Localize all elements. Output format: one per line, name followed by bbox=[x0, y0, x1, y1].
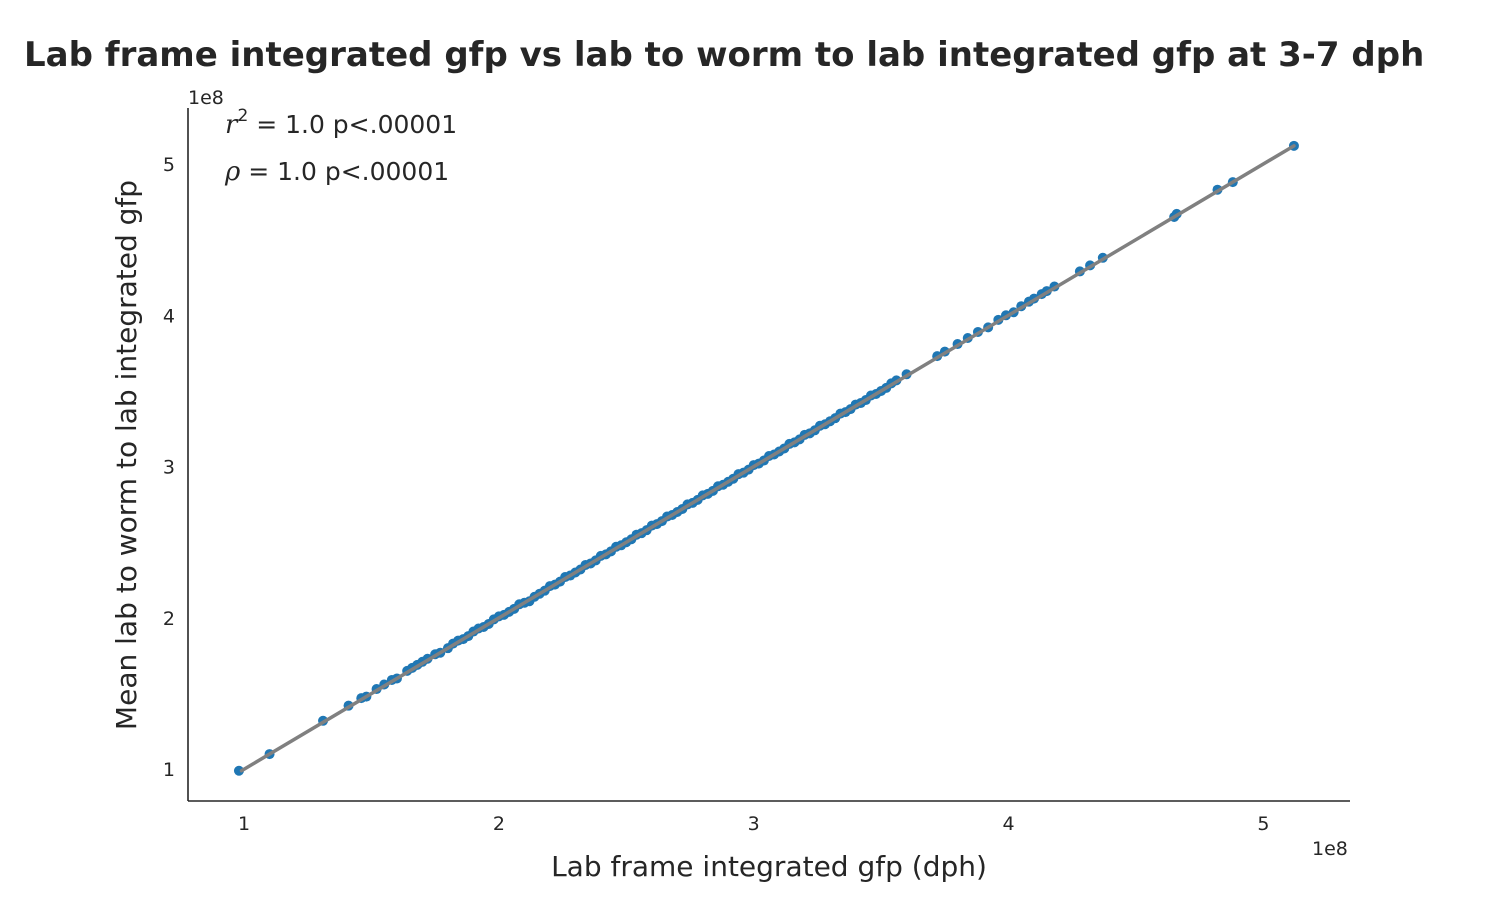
rho-annotation: ρ = 1.0 p<.00001 bbox=[224, 157, 449, 187]
x-axis-label: Lab frame integrated gfp (dph) bbox=[551, 850, 987, 883]
chart-title: Lab frame integrated gfp vs lab to worm … bbox=[24, 35, 1424, 75]
svg-text:ρ = 1.0 p<.00001: ρ = 1.0 p<.00001 bbox=[224, 157, 449, 187]
r2-value: = 1.0 p<.00001 bbox=[248, 110, 457, 139]
x-offset-label: 1e8 bbox=[1312, 838, 1348, 860]
x-tick-label: 5 bbox=[1257, 813, 1269, 835]
r2-symbol: r bbox=[225, 110, 239, 140]
svg-text:r2 = 1.0 p<.00001: r2 = 1.0 p<.00001 bbox=[225, 106, 457, 140]
y-tick-labels: 1 2 3 4 5 bbox=[163, 154, 175, 781]
y-tick-label: 4 bbox=[163, 305, 175, 327]
x-tick-label: 2 bbox=[493, 813, 505, 835]
x-tick-labels: 1 2 3 4 5 bbox=[238, 813, 1269, 835]
y-axis-label: Mean lab to worm to lab integrated gfp bbox=[110, 180, 143, 730]
axes bbox=[187, 108, 1350, 802]
data-point bbox=[233, 765, 244, 776]
y-offset-label: 1e8 bbox=[188, 87, 224, 109]
r2-superscript: 2 bbox=[237, 106, 248, 126]
y-tick-label: 1 bbox=[163, 759, 175, 781]
y-tick-label: 2 bbox=[163, 608, 175, 630]
x-tick-label: 3 bbox=[748, 813, 760, 835]
regression-line bbox=[239, 144, 1296, 773]
y-tick-label: 3 bbox=[163, 457, 175, 479]
r-squared-annotation: r2 = 1.0 p<.00001 bbox=[225, 106, 457, 140]
rho-value: = 1.0 p<.00001 bbox=[240, 157, 449, 186]
x-tick-label: 1 bbox=[238, 813, 250, 835]
y-tick-label: 5 bbox=[163, 154, 175, 176]
rho-symbol: ρ bbox=[224, 157, 241, 187]
x-tick-label: 4 bbox=[1002, 813, 1014, 835]
